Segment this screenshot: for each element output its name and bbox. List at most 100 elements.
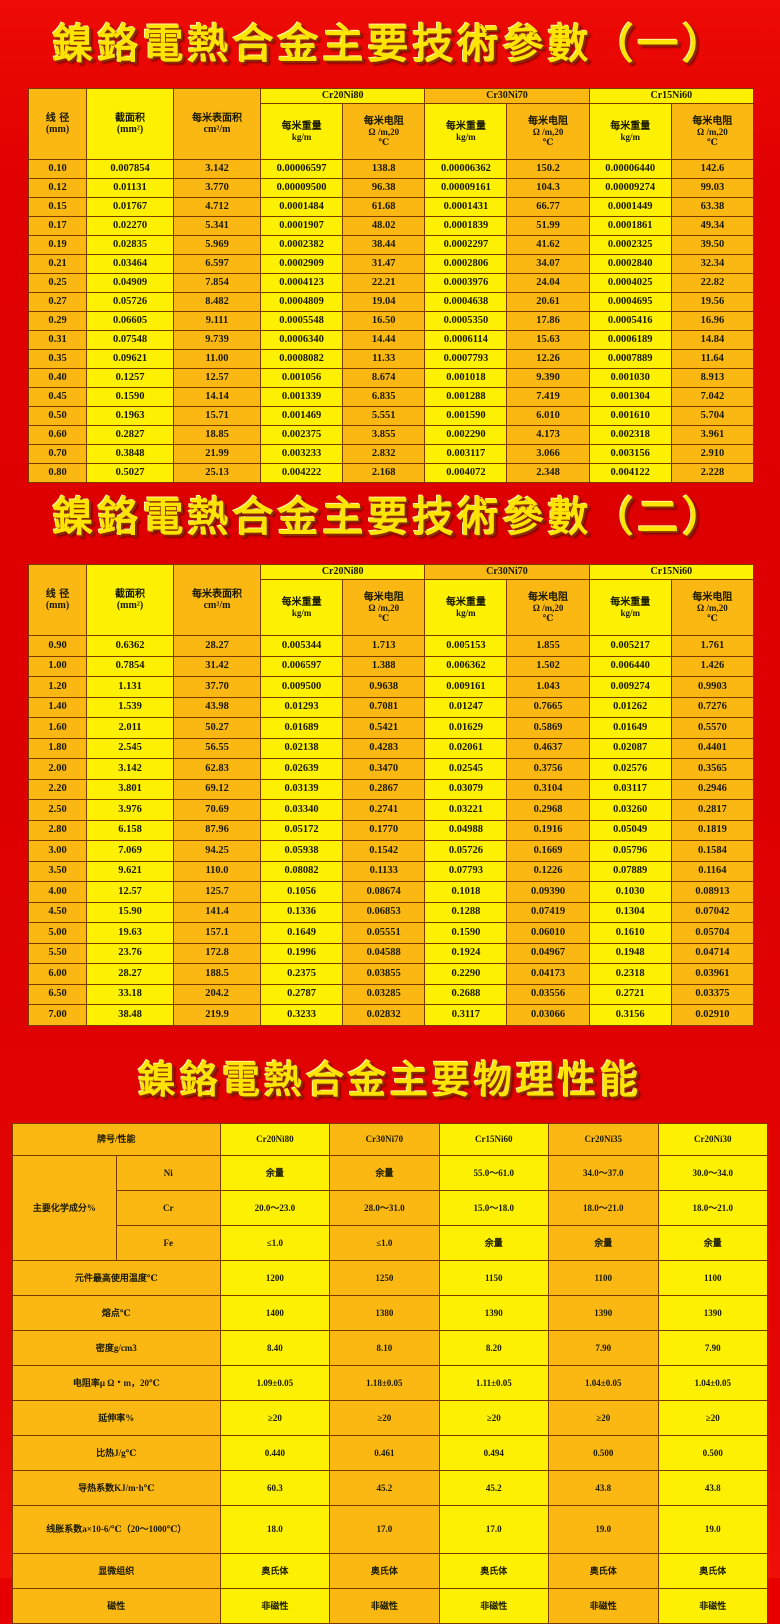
spec-table-1-container: 线 径 (mm) 截面积 (mm²) 每米表面积 cm²/m Cr20Ni80 … xyxy=(28,88,755,483)
cell-surface: 50.27 xyxy=(173,717,261,739)
cell-resistance-cr15ni60: 19.56 xyxy=(670,292,755,312)
cell-weight-cr30ni70: 0.006362 xyxy=(424,655,508,677)
cell-property-value: 1390 xyxy=(438,1295,550,1331)
cell-resistance-cr15ni60: 0.05704 xyxy=(670,922,755,944)
cell-weight-cr30ni70: 0.00006362 xyxy=(424,159,508,179)
cell-diameter: 0.31 xyxy=(28,330,87,350)
cell-resistance-cr15ni60: 2.910 xyxy=(670,444,755,464)
cell-resistance-cr30ni70: 1.502 xyxy=(506,655,590,677)
cell-weight-cr20ni80: 0.05172 xyxy=(259,819,344,841)
cell-resistance-cr15ni60: 0.7276 xyxy=(670,696,755,718)
cell-resistance-cr15ni60: 14.84 xyxy=(670,330,755,350)
cell-area: 0.02270 xyxy=(86,216,174,236)
cell-weight-cr15ni60: 0.02576 xyxy=(588,758,672,780)
cell-weight-cr15ni60: 0.009274 xyxy=(588,676,672,698)
cell-property-value: 18.0 xyxy=(219,1505,331,1554)
cell-surface: 12.57 xyxy=(173,368,261,388)
cell-property-value: ≥20 xyxy=(548,1400,659,1436)
cell-resistance-cr20ni80: 19.04 xyxy=(342,292,426,312)
property-label: 熔点℃ xyxy=(12,1295,221,1331)
table-row: 0.29 0.06605 9.111 0.0005548 16.50 0.0005350 1… xyxy=(28,311,755,331)
cell-property-value: ≥20 xyxy=(219,1400,331,1436)
cell-weight-cr15ni60: 0.005217 xyxy=(588,635,672,657)
cell-diameter: 0.80 xyxy=(28,463,87,483)
cell-resistance-cr15ni60: 1.426 xyxy=(670,655,755,677)
table-row: 0.31 0.07548 9.739 0.0006340 14.44 0.0006114 1… xyxy=(28,330,755,350)
property-label: 显微组织 xyxy=(12,1553,221,1589)
physical-table-head: 牌号/性能 Cr20Ni80 Cr30Ni70 Cr15Ni60 Cr20Ni3… xyxy=(12,1123,768,1156)
cell-property-value: 0.461 xyxy=(329,1435,440,1471)
cell-diameter: 2.00 xyxy=(28,758,87,780)
cell-area: 0.7854 xyxy=(86,655,174,677)
cell-weight-cr20ni80: 0.1996 xyxy=(259,942,344,964)
table-row: 2.20 3.801 69.12 0.03139 0.2867 0.03079 0.3104… xyxy=(28,778,755,800)
cell-weight-cr20ni80: 0.1649 xyxy=(259,922,344,944)
composition-row: Fe ≤1.0 ≤1.0 余量 余量 余量 xyxy=(13,1225,768,1261)
header-weight-1: 每米重量 kg/m xyxy=(259,103,344,160)
cell-weight-cr30ni70: 0.03079 xyxy=(424,778,508,800)
cell-area: 0.03464 xyxy=(86,254,174,274)
cell-weight-cr30ni70: 0.005153 xyxy=(424,635,508,657)
cell-weight-cr30ni70: 0.001288 xyxy=(424,387,508,407)
cell-weight-cr30ni70: 0.0003976 xyxy=(424,273,508,293)
property-row: 导热系数KJ/m·h℃ 60.3 45.2 45.2 43.8 43.8 xyxy=(12,1470,768,1506)
cell-surface: 37.70 xyxy=(173,676,261,698)
cell-surface: 188.5 xyxy=(173,963,261,985)
cell-weight-cr20ni80: 0.003233 xyxy=(259,444,344,464)
cell-property-value: ≥20 xyxy=(438,1400,550,1436)
cell-diameter: 4.50 xyxy=(28,901,87,923)
cell-diameter: 1.80 xyxy=(28,737,87,759)
cell-resistance-cr15ni60: 0.04714 xyxy=(670,942,755,964)
table-row: 6.00 28.27 188.5 0.2375 0.03855 0.2290 0.04173… xyxy=(28,963,755,985)
cell-weight-cr30ni70: 0.0005350 xyxy=(424,311,508,331)
cell-resistance-cr20ni80: 0.03855 xyxy=(342,963,426,985)
cell-property-value: 1150 xyxy=(438,1260,550,1296)
cell-resistance-cr30ni70: 0.09390 xyxy=(506,881,590,903)
header-resistance-2: 每米电阻 Ω /m,20 ℃ xyxy=(506,103,590,160)
cell-composition-value: 30.0～34.0 xyxy=(657,1155,768,1191)
cell-property-value: 1.04±0.05 xyxy=(657,1365,768,1401)
cell-weight-cr30ni70: 0.009161 xyxy=(424,676,508,698)
cell-weight-cr15ni60: 0.0001861 xyxy=(588,216,672,236)
sub-header-row: 每米重量 kg/m 每米电阻 Ω /m,20 ℃ 每米重量 kg/m 每米电阻 … xyxy=(29,579,755,636)
cell-diameter: 0.17 xyxy=(28,216,87,236)
page-title-spec-2: 鎳鉻電熱合金主要技術參數（二） xyxy=(52,493,728,541)
header-surface: 每米表面积 cm²/m xyxy=(173,564,261,636)
header-resistance-1: 每米电阻 Ω /m,20 ℃ xyxy=(342,103,426,160)
cell-composition-value: 余量 xyxy=(219,1155,331,1191)
sub-header-row: 每米重量 kg/m 每米电阻 Ω /m,20 ℃ 每米重量 kg/m 每米电阻 … xyxy=(29,103,755,160)
cell-property-value: 奥氏体 xyxy=(329,1553,440,1589)
table-row: 0.27 0.05726 8.482 0.0004809 19.04 0.0004638 2… xyxy=(28,292,755,312)
cell-weight-cr30ni70: 0.0002806 xyxy=(424,254,508,274)
property-row: 显微组织 奥氏体 奥氏体 奥氏体 奥氏体 奥氏体 xyxy=(12,1553,768,1589)
table-row: 0.21 0.03464 6.597 0.0002909 31.47 0.0002806 3… xyxy=(28,254,755,274)
cell-resistance-cr30ni70: 66.77 xyxy=(506,197,590,217)
cell-resistance-cr20ni80: 14.44 xyxy=(342,330,426,350)
cell-weight-cr20ni80: 0.1056 xyxy=(259,881,344,903)
cell-composition-value: 34.0～37.0 xyxy=(548,1155,659,1191)
cell-diameter: 7.00 xyxy=(28,1004,87,1026)
cell-weight-cr30ni70: 0.03221 xyxy=(424,799,508,821)
cell-property-value: 1390 xyxy=(548,1295,659,1331)
cell-weight-cr15ni60: 0.001610 xyxy=(588,406,672,426)
physical-table-container: 牌号/性能 Cr20Ni80 Cr30Ni70 Cr15Ni60 Cr20Ni3… xyxy=(12,1123,768,1624)
cell-resistance-cr20ni80: 0.7081 xyxy=(342,696,426,718)
table-row: 5.50 23.76 172.8 0.1996 0.04588 0.1924 0.04967… xyxy=(28,942,755,964)
cell-resistance-cr20ni80: 1.713 xyxy=(342,635,426,657)
cell-weight-cr15ni60: 0.2318 xyxy=(588,963,672,985)
table-row: 0.10 0.007854 3.142 0.00006597 138.8 0.000063… xyxy=(28,159,755,179)
cell-composition-value: 余量 xyxy=(657,1225,768,1261)
page-title-physical: 鎳鉻電熱合金主要物理性能 xyxy=(137,1057,642,1102)
cell-weight-cr30ni70: 0.01247 xyxy=(424,696,508,718)
cell-diameter: 0.15 xyxy=(28,197,87,217)
cell-weight-cr30ni70: 0.001018 xyxy=(424,368,508,388)
cell-resistance-cr30ni70: 0.4637 xyxy=(506,737,590,759)
header-resistance-2: 每米电阻 Ω /m,20 ℃ xyxy=(506,579,590,636)
header-weight-3: 每米重量 kg/m xyxy=(588,579,672,636)
cell-resistance-cr20ni80: 0.03285 xyxy=(342,983,426,1005)
cell-weight-cr20ni80: 0.01293 xyxy=(259,696,344,718)
cell-resistance-cr20ni80: 0.2741 xyxy=(342,799,426,821)
cell-weight-cr20ni80: 0.00006597 xyxy=(259,159,344,179)
table-row: 0.80 0.5027 25.13 0.004222 2.168 0.004072 2.34… xyxy=(28,463,755,483)
property-row: 比热J/g℃ 0.440 0.461 0.494 0.500 0.500 xyxy=(12,1435,768,1471)
